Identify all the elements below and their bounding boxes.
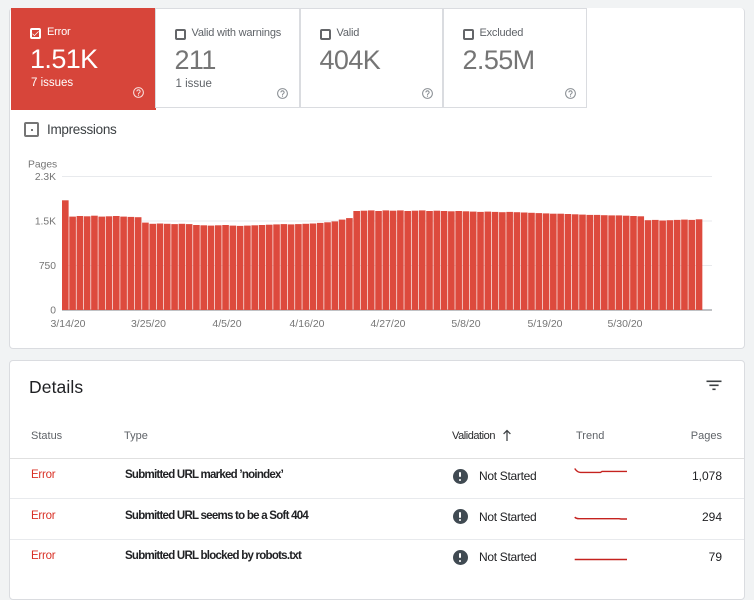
svg-text:0: 0 [50,306,56,317]
svg-text:4/27/20: 4/27/20 [370,318,405,330]
svg-text:2.3K: 2.3K [35,172,56,183]
svg-text:3/25/20: 3/25/20 [131,318,166,330]
svg-text:3/14/20: 3/14/20 [50,318,85,330]
svg-text:1.5K: 1.5K [35,217,56,228]
svg-text:5/19/20: 5/19/20 [527,318,562,330]
svg-text:5/8/20: 5/8/20 [451,318,480,330]
svg-text:4/5/20: 4/5/20 [212,318,241,330]
svg-text:5/30/20: 5/30/20 [607,318,642,330]
svg-text:4/16/20: 4/16/20 [289,318,324,330]
svg-text:Pages: Pages [28,160,57,171]
svg-text:750: 750 [39,261,56,272]
